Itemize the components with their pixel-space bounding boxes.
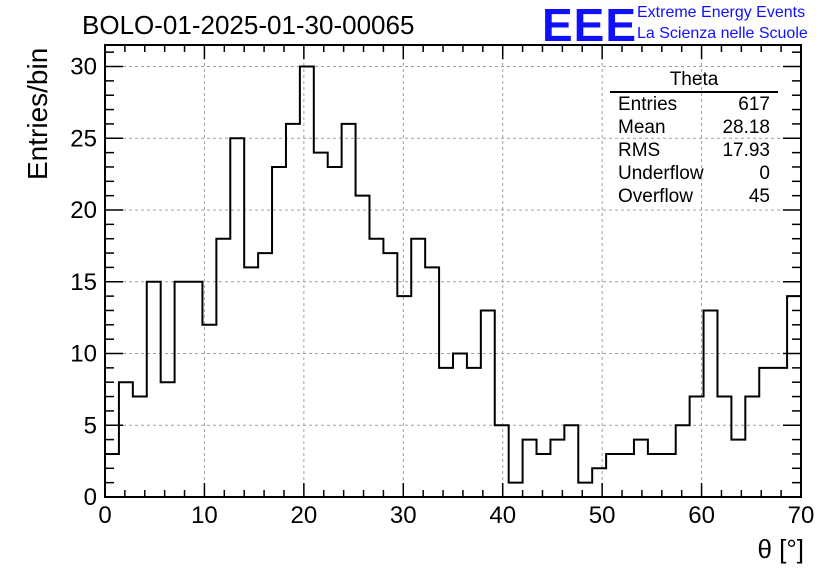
stats-box: Theta Entries 617 Mean 28.18 RMS 17.93 U… xyxy=(610,68,778,208)
tick-labels: 0 10 20 30 40 50 60 70 0 5 10 15 20 25 30 xyxy=(70,54,814,529)
histogram-bin xyxy=(216,239,230,497)
histogram-bin xyxy=(105,454,119,497)
eee-logo: EEE xyxy=(542,0,638,51)
histogram-bin xyxy=(356,196,370,497)
histogram-bin xyxy=(662,454,676,497)
histogram-bin xyxy=(202,325,216,497)
histogram-bin xyxy=(369,239,383,497)
y-tick-label: 30 xyxy=(70,54,97,81)
y-tick-label: 5 xyxy=(84,412,97,439)
chart-title: BOLO-01-2025-01-30-00065 xyxy=(82,10,415,40)
histogram-bin xyxy=(383,253,397,497)
histogram-bin xyxy=(244,267,258,497)
y-tick-label: 15 xyxy=(70,269,97,296)
histogram-bin xyxy=(523,440,537,497)
x-tick-label: 70 xyxy=(788,502,815,529)
stats-label: Overflow xyxy=(618,186,693,207)
stats-value: 617 xyxy=(738,94,770,115)
histogram-bin xyxy=(272,167,286,497)
histogram-bin xyxy=(300,67,314,497)
histogram-bin xyxy=(634,440,648,497)
stats-label: Entries xyxy=(618,94,678,115)
histogram-bin xyxy=(175,282,189,497)
y-tick-label: 20 xyxy=(70,197,97,224)
logo-subtitle-line2: La Scienza nelle Scuole xyxy=(637,25,808,42)
histogram-bin xyxy=(411,239,425,497)
histogram-bin xyxy=(161,382,175,497)
histogram-bin xyxy=(745,397,759,497)
x-tick-label: 50 xyxy=(589,502,616,529)
y-tick-label: 0 xyxy=(84,484,97,511)
stats-value: 45 xyxy=(748,186,770,207)
x-tick-label: 10 xyxy=(191,502,218,529)
histogram-bin xyxy=(773,368,787,497)
histogram-bin xyxy=(537,454,551,497)
histogram-bin xyxy=(286,124,300,497)
x-axis-label: θ [°] xyxy=(757,534,804,564)
histogram-bin xyxy=(133,397,147,497)
histogram-bin xyxy=(550,440,564,497)
histogram-bin xyxy=(495,425,509,497)
histogram-bin xyxy=(564,425,578,497)
histogram-bin xyxy=(119,382,133,497)
histogram-bin xyxy=(731,440,745,497)
stats-value: 0 xyxy=(759,163,770,184)
histogram-bars xyxy=(104,65,801,497)
histogram-bin xyxy=(342,124,356,497)
histogram-bin xyxy=(439,368,453,497)
stats-label: Underflow xyxy=(618,163,704,184)
x-tick-label: 0 xyxy=(98,502,111,529)
y-tick-label: 25 xyxy=(70,125,97,152)
x-tick-label: 60 xyxy=(688,502,715,529)
stats-value: 28.18 xyxy=(722,117,770,138)
logo-subtitle-line1: Extreme Energy Events xyxy=(637,4,806,21)
histogram-bin xyxy=(509,483,523,497)
stats-row-underflow: Underflow 0 xyxy=(610,162,778,185)
stats-title: Theta xyxy=(610,68,778,93)
histogram-bin xyxy=(690,397,704,497)
stats-row-rms: RMS 17.93 xyxy=(610,139,778,162)
histogram-bin xyxy=(425,267,439,497)
histogram-bin xyxy=(648,454,662,497)
histogram-bin xyxy=(314,153,328,497)
histogram-bin xyxy=(592,468,606,497)
histogram-bin xyxy=(147,282,161,497)
histogram-bin xyxy=(189,282,203,497)
histogram-bin xyxy=(606,454,620,497)
x-tick-label: 40 xyxy=(489,502,516,529)
histogram-outline xyxy=(104,65,801,497)
y-tick-label: 10 xyxy=(70,341,97,368)
histogram-bin xyxy=(676,425,690,497)
histogram-bin xyxy=(230,138,244,497)
histogram-bin xyxy=(704,310,718,497)
histogram-bin xyxy=(717,397,731,497)
histogram-bin xyxy=(328,167,342,497)
histogram-bin xyxy=(453,354,467,497)
stats-label: Mean xyxy=(618,117,666,138)
stats-label: RMS xyxy=(618,140,661,161)
y-axis-label: Entries/bin xyxy=(22,47,53,180)
histogram-bin xyxy=(578,483,592,497)
histogram-bin xyxy=(397,296,411,497)
x-tick-label: 30 xyxy=(390,502,417,529)
stats-row-entries: Entries 617 xyxy=(610,93,778,116)
histogram-bin xyxy=(258,253,272,497)
stats-row-overflow: Overflow 45 xyxy=(610,185,778,208)
axes xyxy=(104,44,802,498)
histogram-bin xyxy=(759,368,773,497)
plot-frame xyxy=(104,44,802,498)
stats-row-mean: Mean 28.18 xyxy=(610,116,778,139)
histogram-bin xyxy=(481,310,495,497)
x-tick-label: 20 xyxy=(291,502,318,529)
histogram-bin xyxy=(467,368,481,497)
stats-value: 17.93 xyxy=(722,140,770,161)
